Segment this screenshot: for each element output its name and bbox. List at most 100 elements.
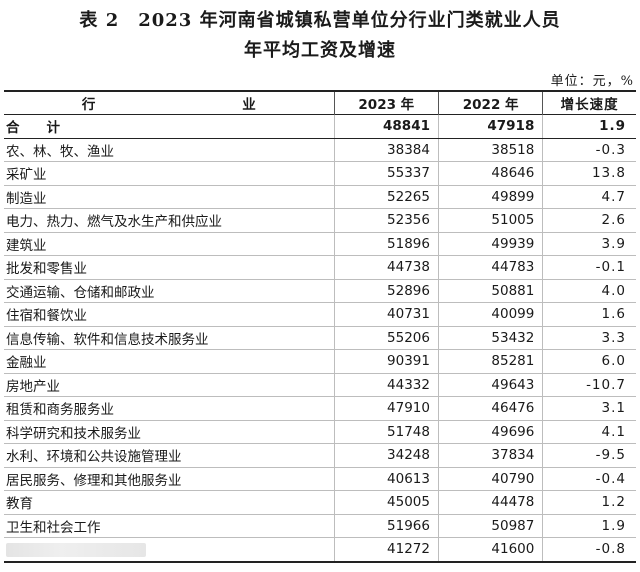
- cell-2023: 44738: [333, 255, 439, 280]
- cell-2022: 44783: [437, 255, 543, 280]
- table-row-total: 合 计 48841 47918 1.9: [4, 114, 636, 139]
- cell-2022: 49939: [437, 232, 543, 256]
- cell-growth: 13.8: [542, 161, 636, 186]
- cell-industry: 卫生和社会工作: [4, 514, 335, 538]
- cell-2022: 41600: [437, 537, 543, 563]
- cell-2022: 47918: [437, 114, 543, 139]
- cell-2023: 52265: [333, 185, 439, 209]
- cell-2022: 53432: [437, 326, 543, 350]
- table-row: 制造业 52265 49899 4.7: [4, 185, 636, 209]
- cell-2022: 40099: [437, 302, 543, 327]
- table-row: 交通运输、仓储和邮政业 52896 50881 4.0: [4, 279, 636, 303]
- cell-2022: 44478: [437, 490, 543, 515]
- cell-growth: 4.7: [542, 185, 636, 209]
- table-row: 农、林、牧、渔业 38384 38518 -0.3: [4, 138, 636, 162]
- cell-industry: 建筑业: [4, 232, 335, 256]
- cell-2023: 90391: [333, 349, 439, 374]
- cell-2022: 37834: [437, 443, 543, 468]
- cell-industry: 租赁和商务服务业: [4, 396, 335, 421]
- cell-growth: 1.9: [542, 514, 636, 538]
- cell-industry: 科学研究和技术服务业: [4, 420, 335, 444]
- cell-growth: -0.8: [542, 537, 636, 563]
- cell-industry: 房地产业: [4, 373, 335, 397]
- table-body: 合 计 48841 47918 1.9 农、林、牧、渔业 38384 38518 -0.3 采矿…: [4, 114, 636, 563]
- cell-2022: 40790: [437, 467, 543, 491]
- table-row: 住宿和餐饮业 40731 40099 1.6: [4, 302, 636, 327]
- table-row: 卫生和社会工作 51966 50987 1.9: [4, 514, 636, 538]
- cell-2023: 40613: [333, 467, 439, 491]
- cell-industry: 金融业: [4, 349, 335, 374]
- header-2022: 2022 年: [437, 91, 543, 115]
- table-row: 居民服务、修理和其他服务业 40613 40790 -0.4: [4, 467, 636, 491]
- table-row: 金融业 90391 85281 6.0: [4, 349, 636, 374]
- cell-2023: 34248: [333, 443, 439, 468]
- cell-2023: 51966: [333, 514, 439, 538]
- cell-growth: -0.1: [542, 255, 636, 280]
- cell-2022: 49643: [437, 373, 543, 397]
- table-row: 采矿业 55337 48646 13.8: [4, 161, 636, 186]
- table-title-line-2: 年平均工资及增速: [244, 40, 396, 61]
- cell-growth: -0.3: [542, 138, 636, 162]
- cell-growth: 6.0: [542, 349, 636, 374]
- cell-growth: 3.3: [542, 326, 636, 350]
- cell-2022: 50881: [437, 279, 543, 303]
- cell-industry: 农、林、牧、渔业: [4, 138, 335, 162]
- header-2023: 2023 年: [333, 91, 439, 115]
- cell-2023: 52356: [333, 208, 439, 233]
- cell-industry: 批发和零售业: [4, 255, 335, 280]
- cell-2023: 47910: [333, 396, 439, 421]
- table-title-line-1: 表 2 2023 年河南省城镇私营单位分行业门类就业人员: [79, 10, 561, 31]
- cell-2022: 50987: [437, 514, 543, 538]
- cell-2023: 55337: [333, 161, 439, 186]
- cell-growth: 1.6: [542, 302, 636, 327]
- cell-industry: [4, 537, 335, 563]
- cell-growth: -9.5: [542, 443, 636, 468]
- cell-2023: 51748: [333, 420, 439, 444]
- cell-growth: 3.1: [542, 396, 636, 421]
- cell-industry: 合 计: [4, 114, 335, 139]
- cell-growth: 1.2: [542, 490, 636, 515]
- cell-industry: 采矿业: [4, 161, 335, 186]
- cell-2023: 52896: [333, 279, 439, 303]
- cell-2022: 85281: [437, 349, 543, 374]
- table-row: 租赁和商务服务业 47910 46476 3.1: [4, 396, 636, 421]
- cell-2023: 48841: [333, 114, 439, 139]
- cell-industry: 教育: [4, 490, 335, 515]
- cell-industry: 居民服务、修理和其他服务业: [4, 467, 335, 491]
- cell-growth: -10.7: [542, 373, 636, 397]
- cell-2023: 51896: [333, 232, 439, 256]
- cell-2022: 49696: [437, 420, 543, 444]
- cell-2023: 38384: [333, 138, 439, 162]
- blurred-label: [6, 542, 146, 557]
- table-header-row: 行 业 2023 年 2022 年 增长速度: [4, 91, 636, 115]
- table-row: 41272 41600 -0.8: [4, 537, 636, 563]
- table-row: 房地产业 44332 49643 -10.7: [4, 373, 636, 397]
- cell-2022: 49899: [437, 185, 543, 209]
- header-industry: 行 业: [81, 97, 296, 113]
- table-row: 教育 45005 44478 1.2: [4, 490, 636, 515]
- cell-2023: 40731: [333, 302, 439, 327]
- cell-2023: 44332: [333, 373, 439, 397]
- table-row: 水利、环境和公共设施管理业 34248 37834 -9.5: [4, 443, 636, 468]
- cell-growth: 4.1: [542, 420, 636, 444]
- cell-growth: 3.9: [542, 232, 636, 256]
- cell-growth: 4.0: [542, 279, 636, 303]
- cell-industry: 电力、热力、燃气及水生产和供应业: [4, 208, 335, 233]
- wage-table: 行 业 2023 年 2022 年 增长速度 合 计 48841 47918 1.9 农…: [4, 90, 636, 563]
- cell-2022: 38518: [437, 138, 543, 162]
- cell-industry: 信息传输、软件和信息技术服务业: [4, 326, 335, 350]
- table-row: 信息传输、软件和信息技术服务业 55206 53432 3.3: [4, 326, 636, 350]
- cell-2023: 45005: [333, 490, 439, 515]
- table-row: 电力、热力、燃气及水生产和供应业 52356 51005 2.6: [4, 208, 636, 233]
- cell-growth: -0.4: [542, 467, 636, 491]
- cell-2022: 51005: [437, 208, 543, 233]
- table-row: 批发和零售业 44738 44783 -0.1: [4, 255, 636, 280]
- table-row: 建筑业 51896 49939 3.9: [4, 232, 636, 256]
- cell-growth: 1.9: [542, 114, 636, 139]
- unit-note: 单位：元，%: [550, 74, 634, 89]
- cell-growth: 2.6: [542, 208, 636, 233]
- cell-industry: 住宿和餐饮业: [4, 302, 335, 327]
- cell-industry: 制造业: [4, 185, 335, 209]
- cell-industry: 水利、环境和公共设施管理业: [4, 443, 335, 468]
- header-growth: 增长速度: [542, 91, 636, 115]
